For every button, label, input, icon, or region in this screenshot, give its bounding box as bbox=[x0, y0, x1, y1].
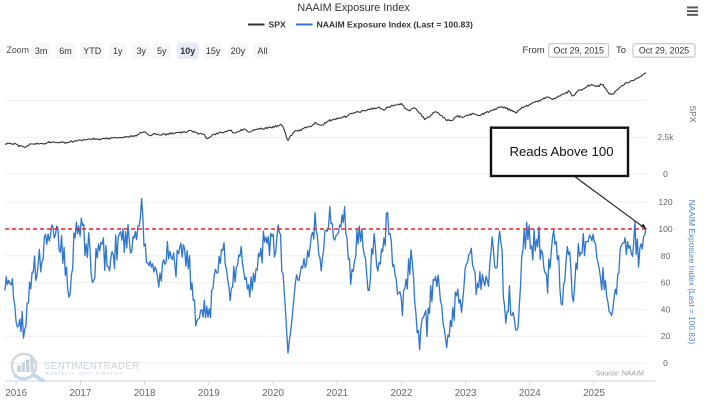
svg-text:YTD: YTD bbox=[83, 46, 102, 56]
svg-text:Zoom: Zoom bbox=[7, 45, 30, 55]
svg-text:2017: 2017 bbox=[70, 388, 92, 399]
svg-text:20y: 20y bbox=[231, 46, 246, 56]
svg-text:0: 0 bbox=[663, 358, 668, 368]
svg-text:Analysis over Emotion: Analysis over Emotion bbox=[46, 371, 125, 377]
svg-text:Oct 29, 2025: Oct 29, 2025 bbox=[639, 45, 689, 55]
svg-text:0: 0 bbox=[663, 169, 668, 179]
svg-text:6m: 6m bbox=[59, 46, 72, 56]
svg-text:3y: 3y bbox=[137, 46, 147, 56]
svg-text:3m: 3m bbox=[35, 46, 48, 56]
svg-text:2022: 2022 bbox=[391, 388, 413, 399]
svg-text:15y: 15y bbox=[206, 46, 221, 56]
svg-text:2.5k: 2.5k bbox=[657, 132, 674, 142]
svg-text:60: 60 bbox=[661, 278, 671, 288]
svg-text:2019: 2019 bbox=[198, 388, 220, 399]
svg-text:2021: 2021 bbox=[326, 388, 348, 399]
svg-text:40: 40 bbox=[661, 304, 671, 314]
svg-text:From: From bbox=[523, 45, 545, 56]
svg-text:NAAIM Exposure Index (Last = 1: NAAIM Exposure Index (Last = 100.83) bbox=[687, 200, 697, 345]
svg-text:2020: 2020 bbox=[262, 388, 284, 399]
svg-text:120: 120 bbox=[658, 197, 672, 207]
svg-text:SENTIMENTRADER: SENTIMENTRADER bbox=[44, 361, 140, 372]
svg-text:NAAIM Exposure Index (Last = 1: NAAIM Exposure Index (Last = 100.83) bbox=[317, 20, 474, 30]
svg-text:To: To bbox=[616, 45, 626, 56]
svg-text:10y: 10y bbox=[180, 46, 195, 56]
svg-text:SPX: SPX bbox=[688, 105, 698, 122]
svg-text:2018: 2018 bbox=[134, 388, 156, 399]
svg-text:Source: NAAIM: Source: NAAIM bbox=[596, 371, 644, 378]
svg-text:2023: 2023 bbox=[455, 388, 477, 399]
svg-text:100: 100 bbox=[658, 224, 672, 234]
svg-text:80: 80 bbox=[661, 251, 671, 261]
svg-text:NAAIM Exposure Index: NAAIM Exposure Index bbox=[297, 2, 410, 14]
svg-text:2025: 2025 bbox=[583, 388, 605, 399]
svg-text:20: 20 bbox=[661, 331, 671, 341]
svg-text:2016: 2016 bbox=[5, 388, 27, 399]
svg-text:SPX: SPX bbox=[269, 20, 286, 30]
svg-text:Oct 29, 2015: Oct 29, 2015 bbox=[554, 45, 604, 55]
svg-text:5y: 5y bbox=[157, 46, 167, 56]
svg-text:2024: 2024 bbox=[519, 388, 541, 399]
svg-text:Reads Above 100: Reads Above 100 bbox=[509, 144, 613, 159]
svg-text:All: All bbox=[257, 46, 267, 56]
svg-text:1y: 1y bbox=[113, 46, 123, 56]
